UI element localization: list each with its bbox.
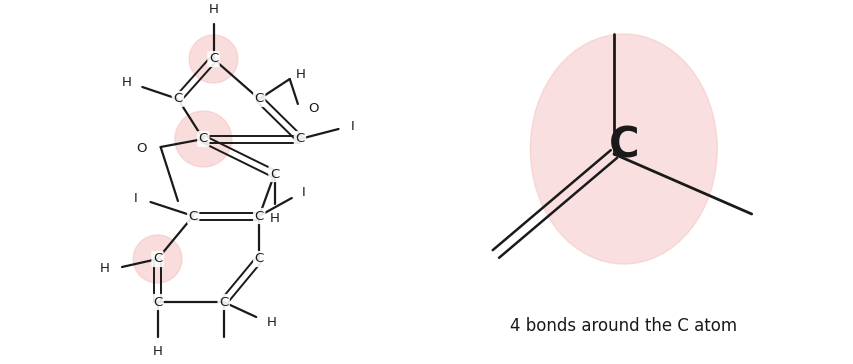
Text: C: C xyxy=(153,296,162,309)
Text: H: H xyxy=(153,345,162,358)
Text: C: C xyxy=(607,125,638,167)
Text: H: H xyxy=(121,76,131,90)
Text: C: C xyxy=(254,92,264,106)
Text: I: I xyxy=(133,191,137,205)
Text: C: C xyxy=(209,52,218,66)
Text: I: I xyxy=(302,186,305,198)
Text: C: C xyxy=(199,132,208,146)
Text: C: C xyxy=(295,132,305,146)
Text: C: C xyxy=(153,253,162,265)
Text: C: C xyxy=(270,167,279,181)
Text: H: H xyxy=(295,68,305,82)
Text: H: H xyxy=(266,316,276,328)
Text: O: O xyxy=(136,142,146,155)
Text: C: C xyxy=(218,296,228,309)
Text: I: I xyxy=(351,120,354,134)
Text: C: C xyxy=(254,253,264,265)
Text: H: H xyxy=(270,212,279,225)
Text: C: C xyxy=(173,92,183,106)
Circle shape xyxy=(189,35,238,83)
Text: H: H xyxy=(100,262,110,276)
Circle shape xyxy=(133,235,182,283)
Text: H: H xyxy=(208,3,218,16)
Circle shape xyxy=(175,111,231,167)
Text: 4 bonds around the C atom: 4 bonds around the C atom xyxy=(509,317,736,335)
Text: O: O xyxy=(308,103,318,115)
Text: C: C xyxy=(189,210,198,222)
Text: C: C xyxy=(254,210,264,222)
Ellipse shape xyxy=(530,34,717,264)
